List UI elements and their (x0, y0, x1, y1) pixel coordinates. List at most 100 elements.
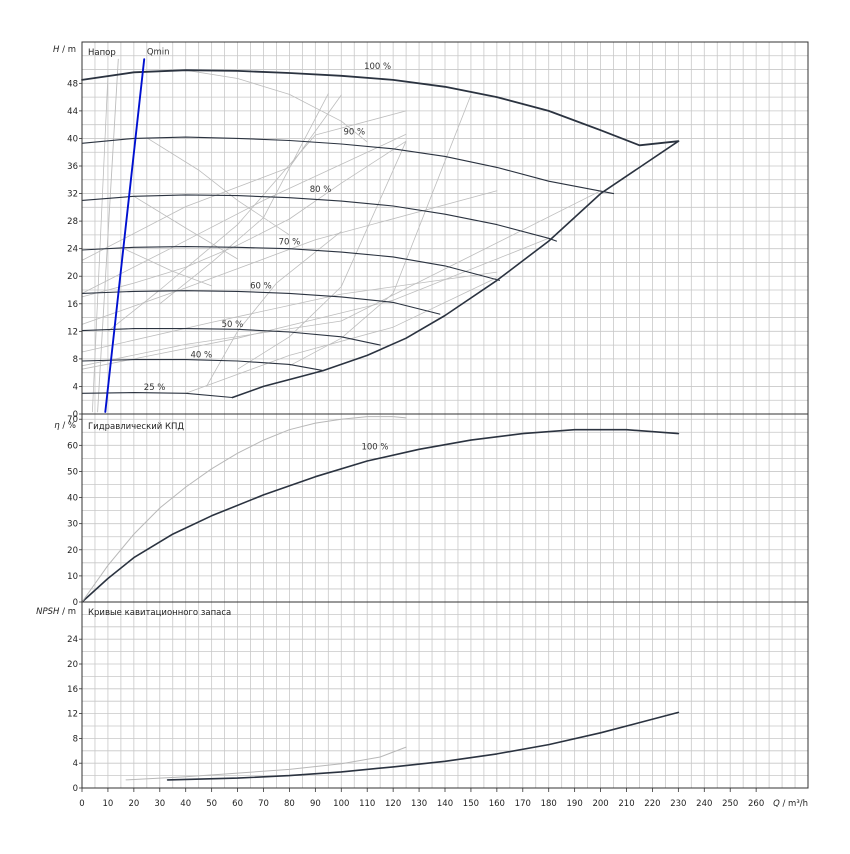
head-guide-line (81, 190, 498, 325)
head-y-tick-label: 16 (67, 300, 78, 310)
operating-limit-curve (231, 140, 680, 399)
curve-label: 100 % (361, 442, 388, 452)
npsh-y-tick-label: 8 (73, 734, 78, 744)
x-tick-label: 130 (411, 799, 427, 809)
efficiency-y-tick-label: 30 (67, 520, 78, 530)
curve-label: 60 % (250, 282, 272, 292)
efficiency-y-tick-label: 50 (67, 467, 78, 477)
curve-label: 25 % (144, 383, 166, 393)
efficiency-y-tick-label: 10 (67, 572, 78, 582)
head-guide-line (133, 195, 238, 260)
head-guide-line (81, 133, 407, 294)
head-y-tick-label: 36 (67, 162, 78, 172)
head-guide-line (81, 140, 407, 298)
head-curve-60 (81, 290, 441, 315)
curve-label: 90 % (343, 127, 365, 137)
curve-label: 70 % (279, 238, 301, 248)
x-tick-label: 120 (385, 799, 401, 809)
efficiency-panel-title: Гидравлический КПД (88, 422, 184, 432)
x-tick-label: 190 (567, 799, 583, 809)
head-y-tick-label: 24 (67, 245, 78, 255)
head-guide-line (159, 93, 329, 305)
x-tick-label: 60 (232, 799, 243, 809)
x-tick-label: 90 (310, 799, 321, 809)
x-tick-label: 150 (463, 799, 479, 809)
x-tick-label: 30 (154, 799, 165, 809)
head-y-tick-label: 0 (73, 410, 78, 420)
head-guide-line (81, 237, 550, 370)
head-y-tick-label: 48 (67, 79, 78, 89)
head-curve-40 (81, 359, 324, 372)
npsh-y-tick-label: 0 (73, 784, 78, 794)
npsh-y-tick-label: 4 (73, 759, 78, 769)
head-curve-90 (81, 136, 615, 195)
efficiency-y-tick-label: 70 (67, 415, 78, 425)
head-y-tick-label: 44 (67, 107, 78, 117)
qmin-line (104, 58, 146, 413)
x-tick-label: 240 (696, 799, 712, 809)
head-axis-label: H / m (53, 45, 76, 55)
x-tick-label: 50 (206, 799, 217, 809)
head-guide-line (185, 277, 498, 394)
head-guide-line (107, 110, 407, 332)
curve-label: 50 % (222, 320, 244, 330)
x-tick-label: 250 (722, 799, 738, 809)
efficiency-y-tick-label: 60 (67, 441, 78, 451)
x-tick-label: 110 (359, 799, 375, 809)
npsh-y-tick-label: 20 (67, 660, 78, 670)
head-guide-line (289, 94, 472, 367)
npsh-axis-label: NPSH / m (36, 607, 76, 617)
x-tick-label: 200 (592, 799, 608, 809)
head-guide-line (237, 140, 407, 370)
x-tick-label: 180 (541, 799, 557, 809)
x-tick-label: 220 (644, 799, 660, 809)
x-tick-label: 210 (618, 799, 634, 809)
curve-label: Qmin (147, 47, 170, 57)
head-guide-line (185, 69, 368, 143)
efficiency-y-tick-label: 20 (67, 546, 78, 556)
efficiency-y-tick-label: 0 (73, 598, 78, 608)
x-tick-label: 70 (258, 799, 269, 809)
head-y-tick-label: 12 (67, 327, 78, 337)
head-curve-80 (81, 194, 558, 242)
x-tick-label: 80 (284, 799, 295, 809)
npsh-y-tick-label: 12 (67, 710, 78, 720)
x-tick-label: 260 (748, 799, 764, 809)
x-tick-label: 10 (103, 799, 114, 809)
head-y-tick-label: 4 (73, 382, 78, 392)
x-tick-label: 100 (333, 799, 349, 809)
head-guide-line (92, 76, 109, 413)
head-curve-70 (81, 246, 500, 281)
curve-label: 40 % (190, 351, 212, 361)
efficiency-axis-label: η / % (54, 421, 76, 431)
x-tick-label: 40 (180, 799, 191, 809)
head-y-tick-label: 32 (67, 190, 78, 200)
head-y-tick-label: 28 (67, 217, 78, 227)
head-guide-line (146, 137, 290, 236)
x-tick-label: 160 (489, 799, 505, 809)
efficiency-y-tick-label: 40 (67, 494, 78, 504)
head-y-tick-label: 8 (73, 355, 78, 365)
npsh-panel-title: Кривые кавитационного запаса (88, 608, 231, 618)
npsh-y-tick-label: 24 (67, 635, 78, 645)
flow-axis-label: Q / m³/h (773, 799, 808, 809)
head-curve-25 (81, 392, 233, 399)
efficiency-curve-100 (81, 428, 680, 603)
curve-label: 100 % (364, 62, 391, 72)
head-guide-line (206, 231, 342, 387)
head-guide-line (81, 271, 498, 353)
npsh-guide-curve (125, 746, 407, 781)
x-tick-label: 140 (437, 799, 453, 809)
head-guide-line (97, 58, 119, 413)
head-curve-50 (81, 328, 381, 346)
head-guide-line (120, 246, 212, 287)
x-tick-label: 0 (79, 799, 84, 809)
curve-label: 80 % (310, 185, 332, 195)
npsh-y-tick-label: 16 (67, 685, 78, 695)
head-y-tick-label: 20 (67, 272, 78, 282)
x-tick-label: 170 (515, 799, 531, 809)
head-guide-line (81, 94, 342, 261)
head-panel-title: Напор (88, 48, 116, 58)
